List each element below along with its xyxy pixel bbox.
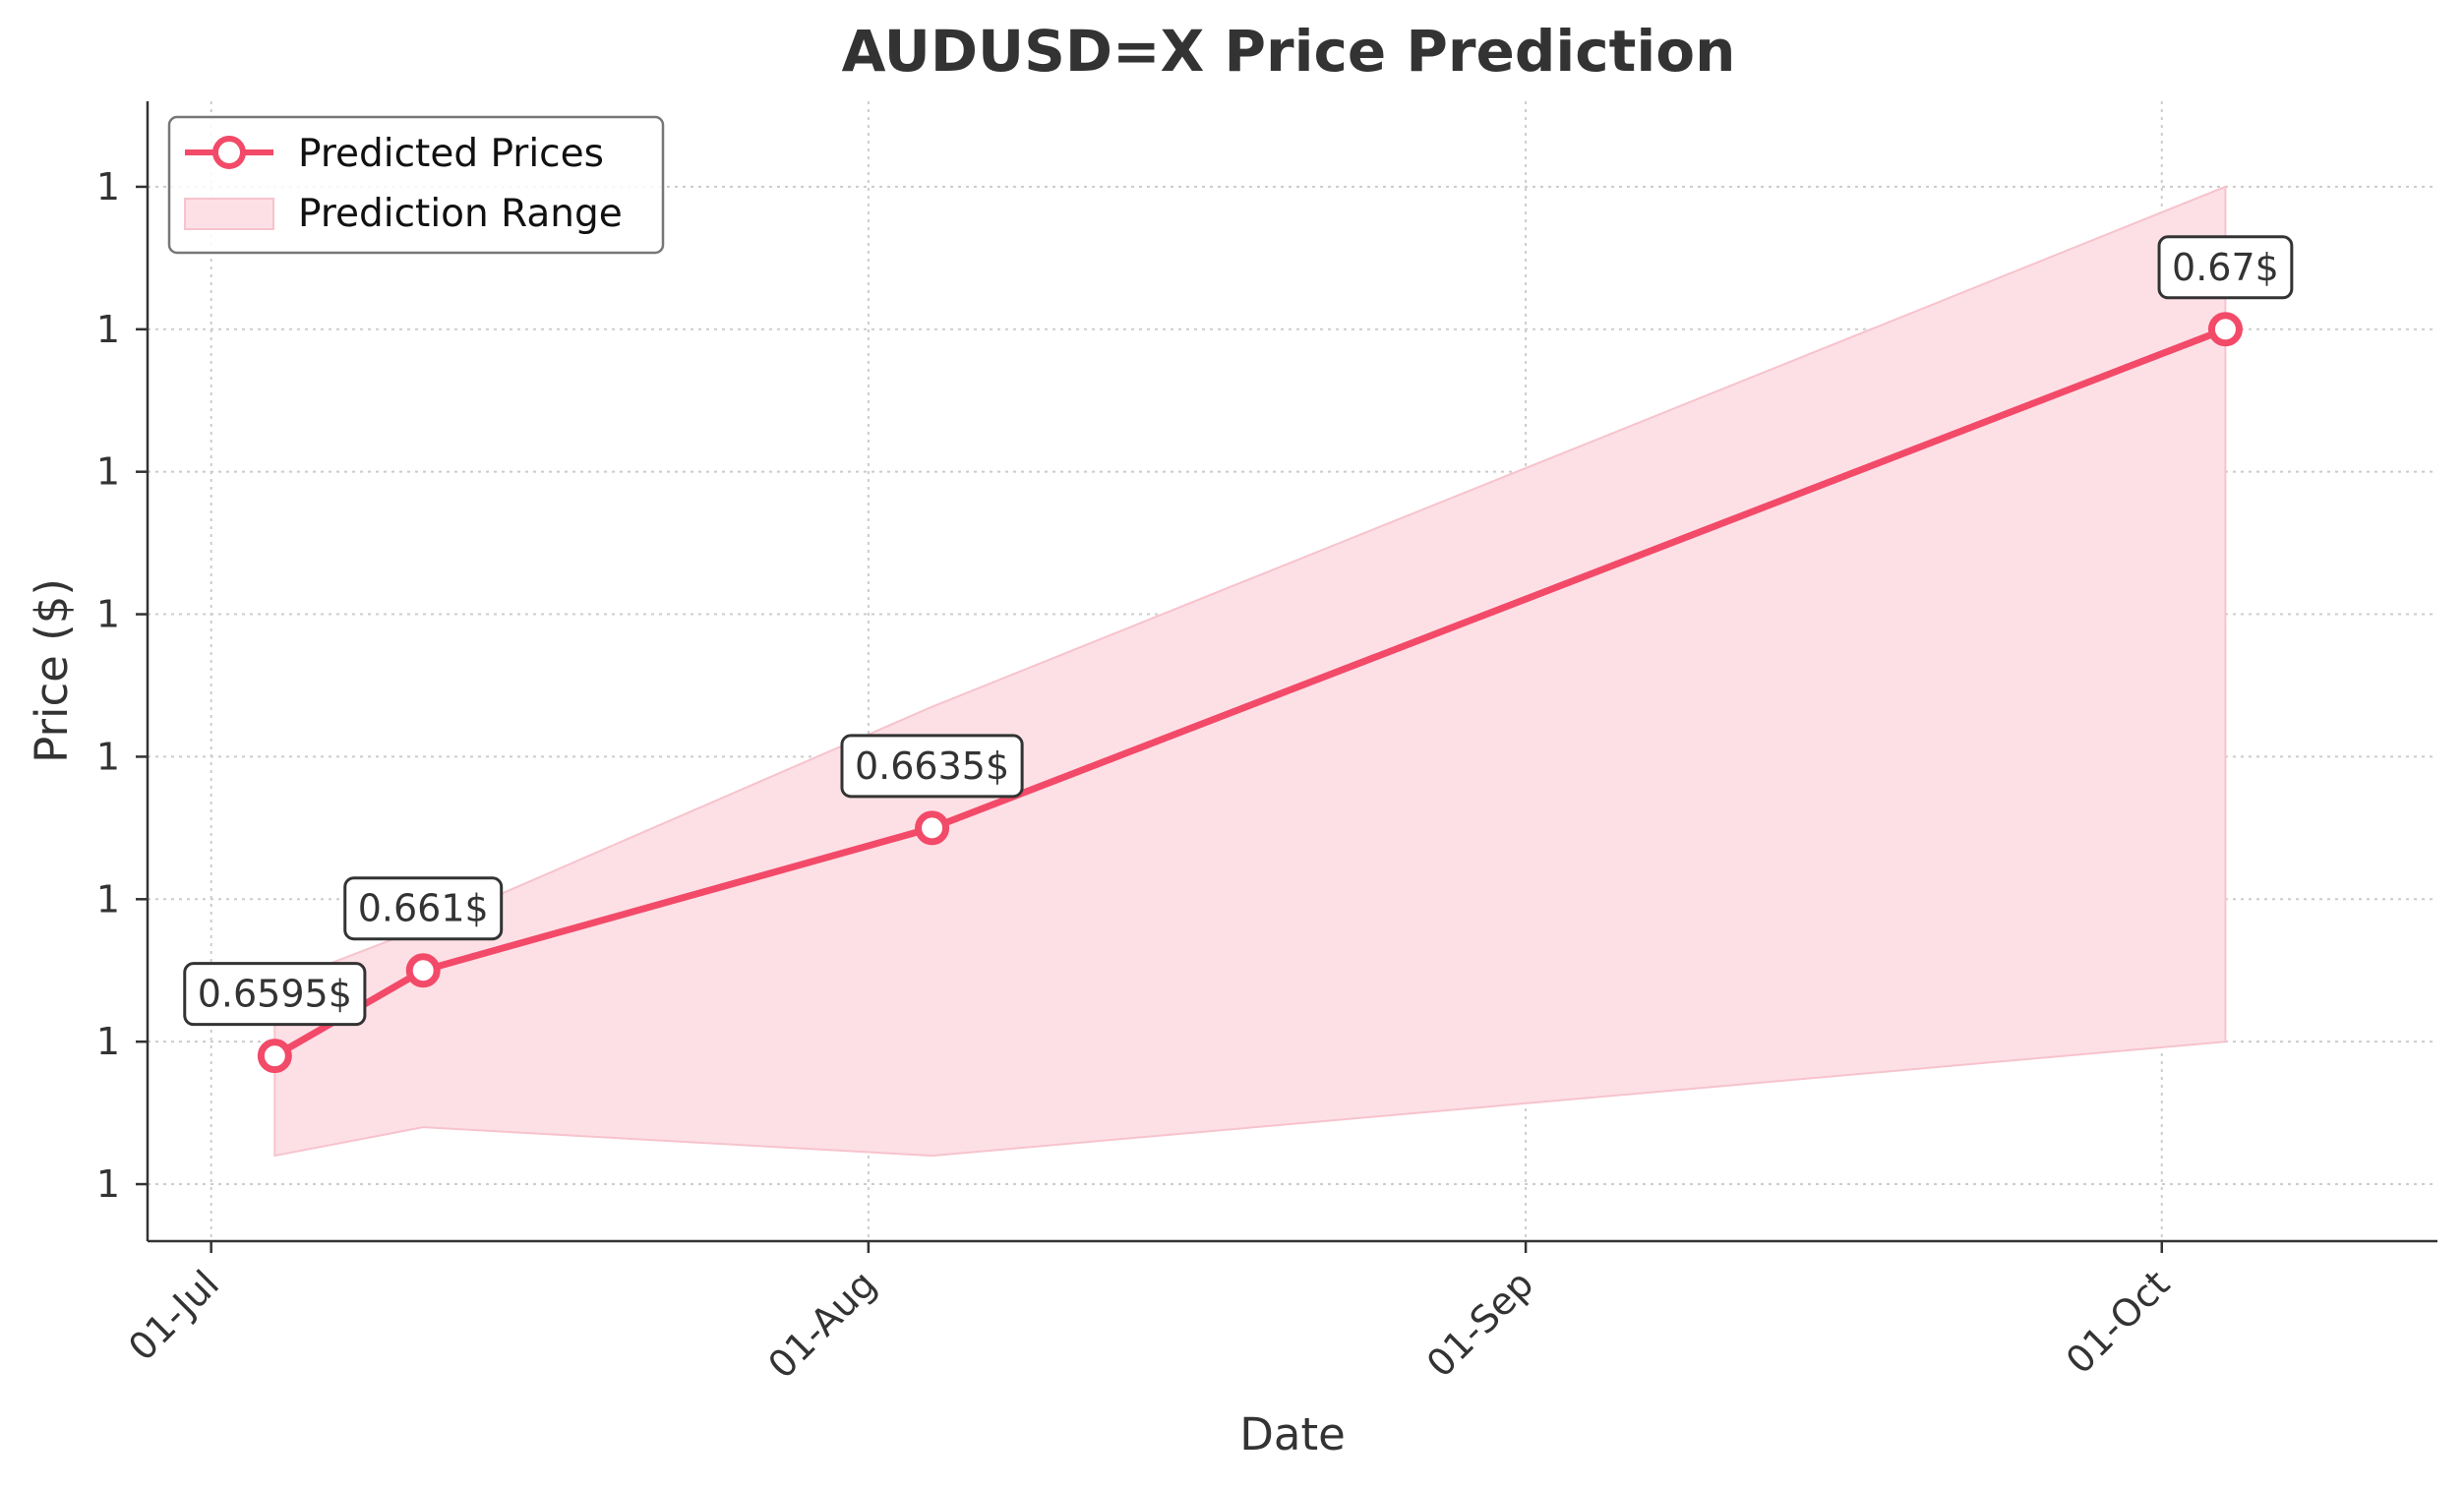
axes xyxy=(146,101,2437,1243)
y-tick-label: 1 xyxy=(96,308,120,351)
legend-label-prediction-range: Prediction Range xyxy=(298,192,623,236)
x-axis-label: Date xyxy=(1239,1408,1346,1460)
data-label: 0.6635$ xyxy=(840,734,1024,799)
data-labels: 0.6595$0.661$ 0.6635$ 0.67$ xyxy=(183,235,2294,1027)
data-label-text: 0.6635$ xyxy=(855,744,1009,788)
data-label-box xyxy=(343,876,504,941)
y-axis-label: Price ($) xyxy=(26,578,78,763)
x-tick-label: 01-Sep xyxy=(1418,1262,1542,1386)
y-tick-label: 1 xyxy=(96,735,120,778)
y-tick-label: 1 xyxy=(96,593,120,636)
data-label: 0.67$ xyxy=(2157,235,2294,300)
data-label-text: 0.6595$ xyxy=(198,973,352,1016)
predicted-price-point xyxy=(915,810,950,846)
data-label-box xyxy=(840,734,1024,799)
data-label: 0.6595$ xyxy=(183,962,367,1027)
y-tick-label: 1 xyxy=(96,877,120,921)
y-tick-label: 1 xyxy=(96,1162,120,1206)
legend: Predicted Prices Prediction Range xyxy=(167,115,665,255)
y-tick-label: 1 xyxy=(96,450,120,494)
x-tick-label: 01-Oct xyxy=(2058,1262,2178,1382)
data-label: 0.661$ xyxy=(343,876,504,941)
legend-frame xyxy=(167,115,665,255)
x-axis-ticks: 01-Jul 01-Aug 01-Sep 01-Oct xyxy=(120,1241,2178,1387)
y-tick-label: 1 xyxy=(96,1020,120,1063)
data-label-text: 0.661$ xyxy=(358,887,489,930)
prediction-range-band-layer xyxy=(273,185,2227,1158)
prediction-range-band xyxy=(273,185,2227,1158)
predicted-price-point xyxy=(405,953,441,988)
x-tick-label: 01-Jul xyxy=(120,1262,227,1369)
legend-band-swatch xyxy=(184,198,274,230)
x-tick-label: 01-Aug xyxy=(759,1262,884,1387)
legend-label-predicted-prices: Predicted Prices xyxy=(298,132,604,176)
data-label-box xyxy=(2157,235,2294,300)
data-label-box xyxy=(183,962,367,1027)
predicted-price-point xyxy=(2207,312,2243,347)
y-axis-ticks: 1 1 1 1 1 1 1 1 xyxy=(96,165,148,1206)
predicted-price-point xyxy=(257,1039,292,1074)
legend-marker-swatch xyxy=(212,136,246,169)
chart-title: AUDUSD=X Price Prediction xyxy=(842,18,1736,85)
data-label-text: 0.67$ xyxy=(2172,246,2279,289)
y-tick-label: 1 xyxy=(96,165,120,208)
predicted-prices-markers xyxy=(257,312,2243,1074)
